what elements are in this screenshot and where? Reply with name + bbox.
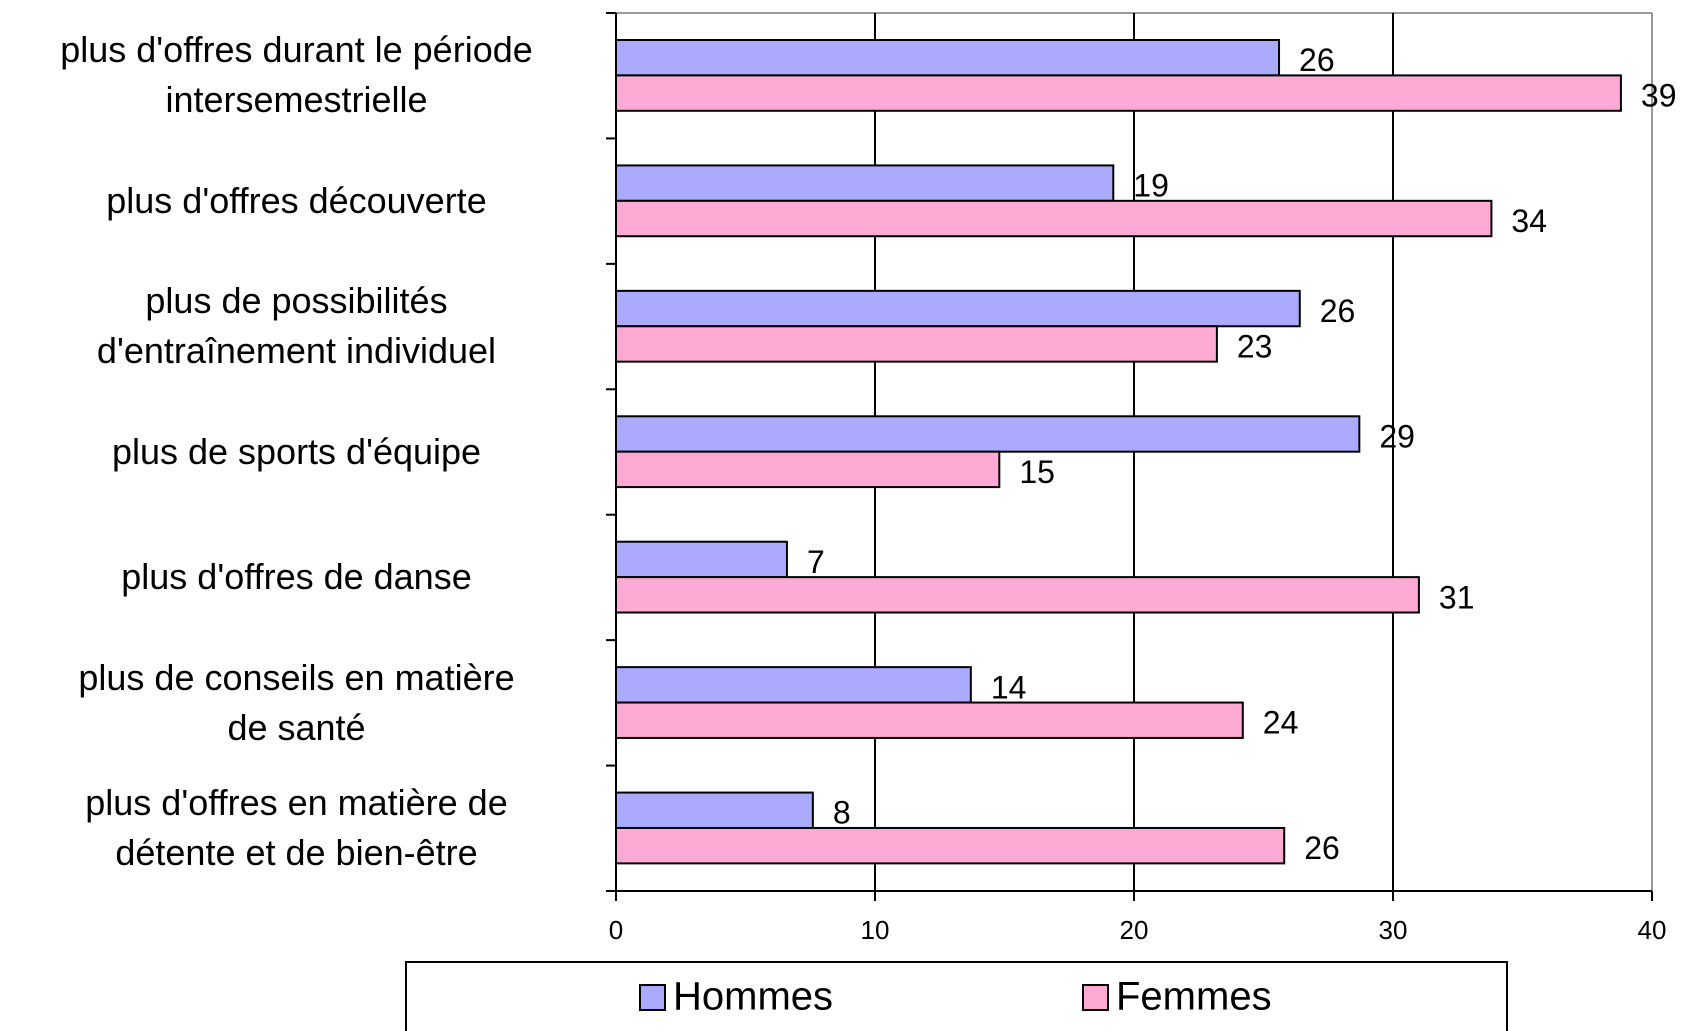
bar	[615, 415, 1361, 453]
data-label: 24	[1263, 705, 1299, 741]
bar	[615, 164, 1115, 202]
y-tick-label: plus d'offres de danse	[121, 556, 472, 598]
data-label: 14	[991, 669, 1027, 705]
x-tick-label: 30	[1379, 915, 1408, 945]
x-tick-label: 20	[1120, 915, 1149, 945]
bar	[615, 450, 1001, 489]
y-tick-label: plus d'offres durant le période intersem…	[60, 29, 533, 121]
legend-swatch	[639, 984, 666, 1011]
data-label: 29	[1379, 418, 1415, 454]
y-tick-label: plus de conseils en matière de santé	[78, 656, 515, 748]
data-label: 26	[1299, 42, 1335, 78]
x-tick-label: 0	[609, 915, 623, 945]
y-tick-label: plus d'offres découverte	[106, 179, 487, 221]
legend-box	[405, 961, 1508, 1031]
data-label: 8	[833, 795, 851, 831]
bar	[615, 289, 1301, 328]
y-tick-label: plus de possibilités d'entraînement indi…	[96, 280, 497, 372]
bar	[615, 39, 1281, 77]
legend-label: Femmes	[1116, 975, 1272, 1019]
legend-label: Hommes	[673, 975, 833, 1019]
bar	[615, 826, 1286, 865]
bar	[615, 74, 1622, 112]
data-label: 26	[1320, 293, 1356, 329]
bar	[615, 199, 1493, 238]
legend-swatch	[1082, 984, 1109, 1011]
data-label: 15	[1019, 454, 1055, 490]
data-label: 34	[1511, 203, 1547, 239]
y-tick-label: plus d'offres en matière de détente et d…	[85, 781, 508, 873]
bar	[615, 540, 788, 579]
bar	[615, 701, 1244, 739]
bar	[615, 791, 814, 829]
data-label: 23	[1237, 328, 1273, 364]
bar	[615, 666, 972, 704]
x-tick-label: 10	[861, 915, 890, 945]
bar	[615, 576, 1420, 614]
x-tick-label: 40	[1638, 915, 1667, 945]
data-label: 19	[1133, 168, 1169, 204]
data-label: 31	[1439, 579, 1475, 615]
data-label: 26	[1304, 830, 1340, 866]
y-tick-label: plus de sports d'équipe	[111, 430, 482, 472]
data-label: 39	[1641, 78, 1677, 114]
bar	[615, 325, 1218, 363]
data-label: 7	[807, 544, 825, 580]
